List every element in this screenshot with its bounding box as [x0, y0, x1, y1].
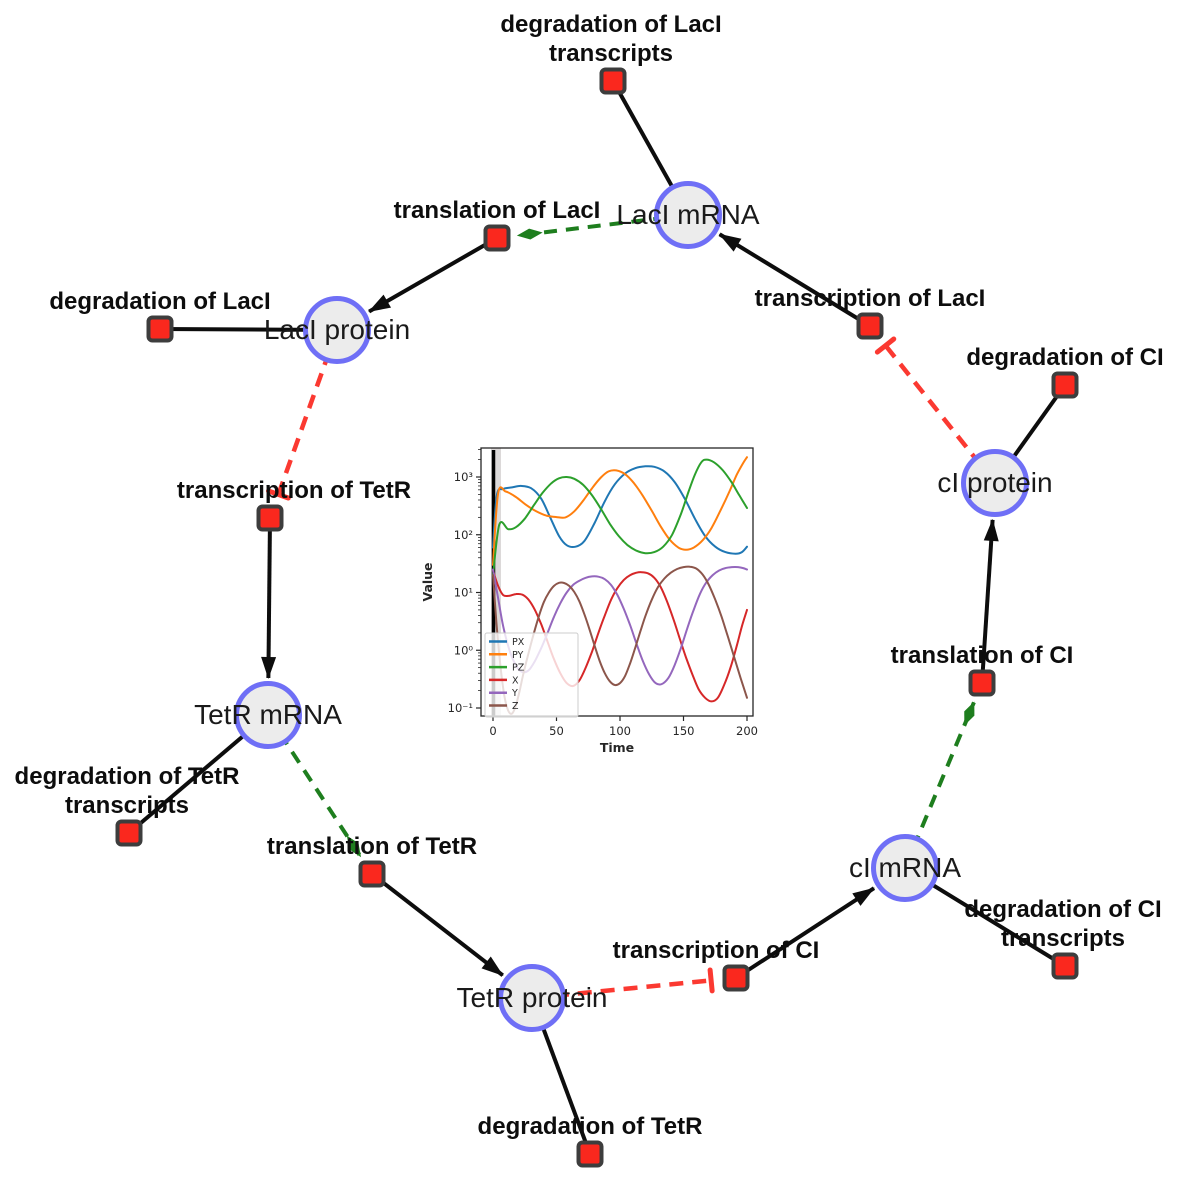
y-tick-label: 10¹ — [454, 586, 473, 600]
y-tick-label: 10² — [454, 528, 473, 542]
legend-label: PX — [512, 637, 525, 648]
species-node-tetr_mrna[interactable] — [234, 681, 302, 749]
plot-line-PZ — [492, 458, 748, 577]
reaction-node-transcription_ci[interactable] — [722, 964, 750, 992]
reaction-node-deg_ci[interactable] — [1051, 371, 1079, 399]
reaction-node-deg_tetr_tx[interactable] — [115, 819, 143, 847]
plot-line-X — [492, 569, 748, 703]
species-node-laci_mrna[interactable] — [654, 181, 722, 249]
x-tick-label: 150 — [673, 724, 695, 738]
reaction-node-translation_tetr[interactable] — [358, 860, 386, 888]
reaction-node-transcription_laci[interactable] — [856, 312, 884, 340]
legend-label: PY — [512, 650, 524, 661]
edge-production-transcription_tetr-to-tetr_mrna — [261, 517, 277, 680]
edge-production-transcription_laci-to-laci_mrna — [718, 232, 872, 328]
legend-label: X — [512, 675, 519, 686]
y-axis-label: Value — [420, 562, 435, 601]
y-tick-label: 10⁻¹ — [448, 701, 473, 715]
x-tick-label: 100 — [609, 724, 631, 738]
plot-line-PY — [492, 456, 748, 566]
edge-production-translation_tetr-to-tetr_protein — [370, 872, 504, 977]
y-tick-label: 10³ — [454, 470, 474, 484]
x-tick-label: 200 — [736, 724, 758, 738]
reaction-node-deg_tetr[interactable] — [576, 1140, 604, 1168]
legend-label: PZ — [512, 663, 525, 674]
y-tick-label: 10⁰ — [454, 643, 474, 657]
reaction-node-transcription_tetr[interactable] — [256, 504, 284, 532]
reaction-node-translation_laci[interactable] — [483, 224, 511, 252]
x-axis-label: Time — [600, 740, 634, 755]
x-tick-label: 50 — [549, 724, 564, 738]
timeseries-plot: 0 50 100 150 20010⁻¹10⁰10¹10²10³TimeValuePXP… — [420, 433, 788, 773]
reaction-node-deg_ci_tx[interactable] — [1051, 952, 1079, 980]
edge-production-transcription_ci-to-ci_mrna — [734, 886, 876, 980]
species-node-ci_protein[interactable] — [961, 449, 1029, 517]
species-node-tetr_protein[interactable] — [498, 964, 566, 1032]
legend-label: Y — [511, 688, 518, 699]
reaction-node-deg_laci_tx[interactable] — [599, 67, 627, 95]
legend-label: Z — [512, 701, 519, 712]
reaction-node-translation_ci[interactable] — [968, 669, 996, 697]
plot-line-PX — [492, 465, 748, 555]
edge-production-translation_ci-to-ci_protein — [980, 518, 999, 684]
edge-production-translation_laci-to-laci_protein — [368, 236, 498, 314]
x-tick-label: 0 — [489, 724, 496, 738]
species-node-laci_protein[interactable] — [303, 296, 371, 364]
species-node-ci_mrna[interactable] — [871, 834, 939, 902]
reaction-node-deg_laci[interactable] — [146, 315, 174, 343]
plot-axes-box — [480, 447, 754, 717]
